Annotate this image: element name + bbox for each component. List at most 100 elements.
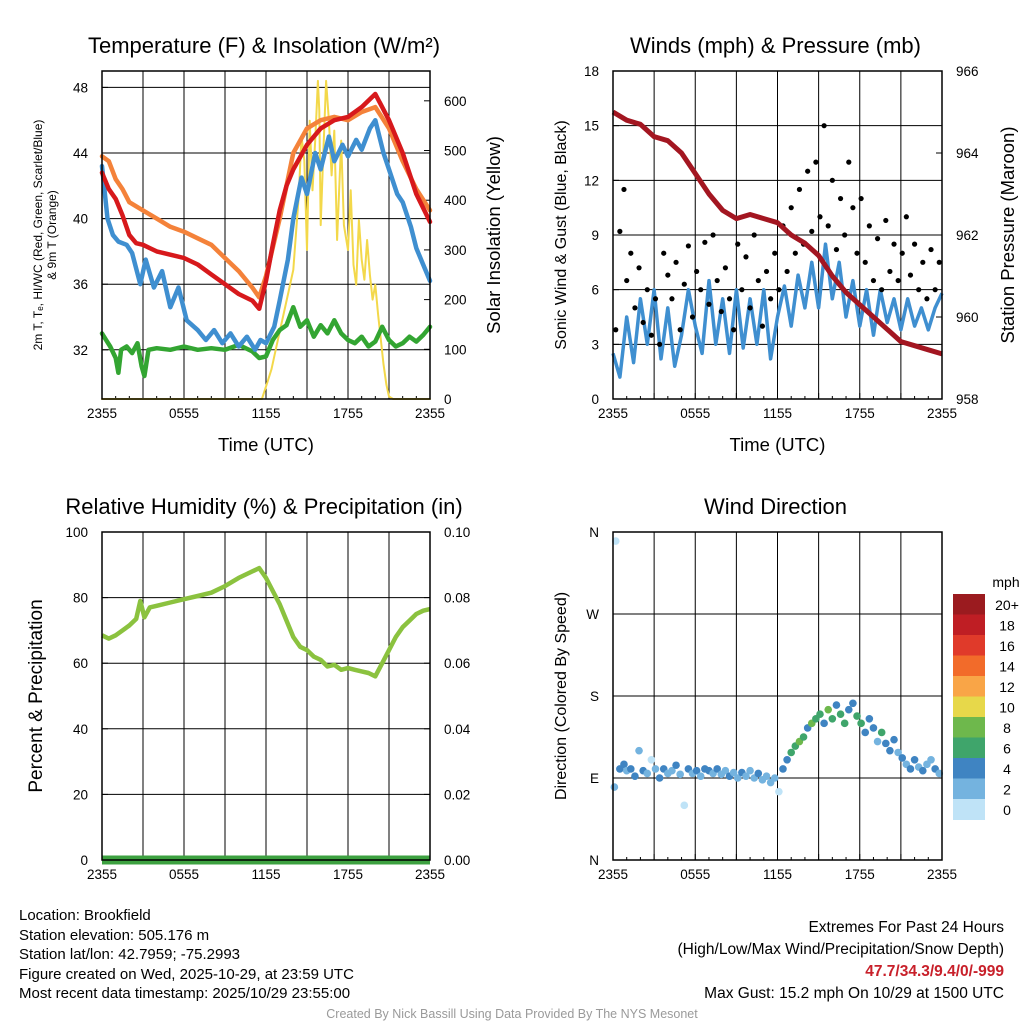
gust-point [842, 232, 848, 238]
series-green [99, 304, 433, 379]
direction-point [787, 748, 796, 757]
gust-point [685, 243, 691, 249]
series-pressure [611, 109, 943, 357]
direction-point [696, 772, 705, 780]
x-axis-label: Time (UTC) [218, 434, 314, 455]
y-right-tick-label: 0.08 [444, 591, 470, 606]
gust-point [689, 314, 696, 320]
gust-point [854, 250, 860, 256]
direction-point [919, 766, 927, 775]
y-axis-label-line1: 2m T, Tₑ, HI/WC (Red, Green, Scarlet/Blu… [31, 120, 45, 351]
y-right-tick-label: 964 [956, 146, 979, 161]
gust-point [747, 305, 753, 311]
direction-point [610, 783, 619, 791]
colorbar-label: 16 [999, 638, 1015, 654]
gust-point [920, 259, 926, 265]
y-axis-label-line2: & 9m T (Orange) [45, 190, 59, 280]
direction-point [620, 760, 628, 769]
direction-point [857, 719, 865, 728]
gust-point [928, 246, 934, 253]
credit-text: Created By Nick Bassill Using Data Provi… [326, 1007, 698, 1021]
chart-title: Wind Direction [704, 494, 847, 519]
gust-point [768, 296, 774, 302]
y-tick-label: 32 [73, 343, 88, 358]
x-tick-label: 2355 [87, 406, 117, 421]
y-tick-label: 40 [73, 722, 88, 737]
x-tick-label: 1755 [845, 406, 875, 421]
direction-point [783, 755, 791, 764]
gust-point [718, 308, 724, 315]
colorbar-label: 14 [999, 659, 1015, 675]
y-right-tick-label: 300 [444, 243, 467, 258]
gust-point [710, 232, 716, 238]
x-tick-label: 2355 [415, 406, 445, 421]
y-right-tick-label: 962 [956, 228, 979, 243]
y-tick-label: W [586, 607, 599, 622]
plot-border [101, 531, 431, 861]
gust-point [899, 250, 905, 256]
y-tick-label: 12 [584, 173, 599, 188]
gust-point [887, 268, 893, 275]
x-tick-label: 0555 [169, 406, 199, 421]
gust-point [809, 228, 815, 234]
series-blue [99, 117, 433, 353]
y-tick-label: 60 [73, 656, 88, 671]
gust-point [617, 228, 623, 234]
direction-point [729, 768, 738, 777]
gust-point [722, 265, 729, 271]
direction-point [733, 774, 742, 782]
gust-point [706, 301, 712, 307]
direction-point [643, 769, 652, 778]
gust-point [916, 287, 922, 293]
y-tick-label: 9 [591, 228, 599, 243]
gust-point [858, 195, 864, 202]
gust-point [776, 287, 782, 293]
plot-border [101, 70, 431, 400]
direction-point [910, 755, 919, 764]
gust-point [657, 341, 663, 347]
gust-point [665, 272, 671, 278]
direction-point [828, 714, 837, 723]
y-tick-label: 6 [591, 283, 599, 298]
gust-point [883, 217, 889, 224]
gust-point [648, 332, 654, 338]
gust-point [932, 287, 938, 293]
gust-point [792, 250, 798, 256]
y-axis-label: Direction (Colored By Speed) [553, 592, 570, 800]
colorbar-swatch [953, 799, 985, 820]
x-tick-label: 0555 [680, 406, 710, 421]
gust-point [636, 265, 642, 271]
direction-point [754, 769, 763, 778]
direction-point [861, 728, 870, 737]
gust-point [829, 177, 835, 183]
extremes-info: Extremes For Past 24 Hours (High/Low/Max… [678, 917, 1005, 1005]
direction-point [672, 761, 680, 770]
x-tick-label: 1755 [333, 406, 363, 421]
gust-point [759, 323, 766, 329]
direction-point [742, 772, 750, 780]
gust-point [681, 281, 687, 287]
colorbar-swatch [953, 676, 985, 697]
direction-point [770, 774, 779, 782]
direction-point [611, 537, 620, 545]
x-tick-label: 2355 [415, 867, 445, 882]
colorbar-title: mph [992, 574, 1019, 590]
direction-point [635, 746, 643, 755]
y-right-tick-label: 100 [444, 342, 467, 357]
colorbar-label: 10 [999, 700, 1015, 716]
x-tick-label: 1755 [845, 867, 875, 882]
direction-point [820, 719, 828, 728]
direction-point [627, 765, 635, 773]
direction-point [853, 712, 861, 720]
colorbar-swatch [953, 778, 985, 800]
y-tick-label: N [589, 853, 599, 868]
gust-point [694, 268, 700, 275]
gust-point [714, 277, 720, 284]
colorbar-swatch [953, 655, 985, 677]
colorbar-swatch [953, 758, 985, 779]
colorbar-label: 6 [1003, 741, 1011, 757]
y-right-tick-label: 960 [956, 310, 979, 325]
y-right-axis-label: Solar Insolation (Yellow) [483, 136, 504, 334]
x-tick-label: 1755 [333, 867, 363, 882]
